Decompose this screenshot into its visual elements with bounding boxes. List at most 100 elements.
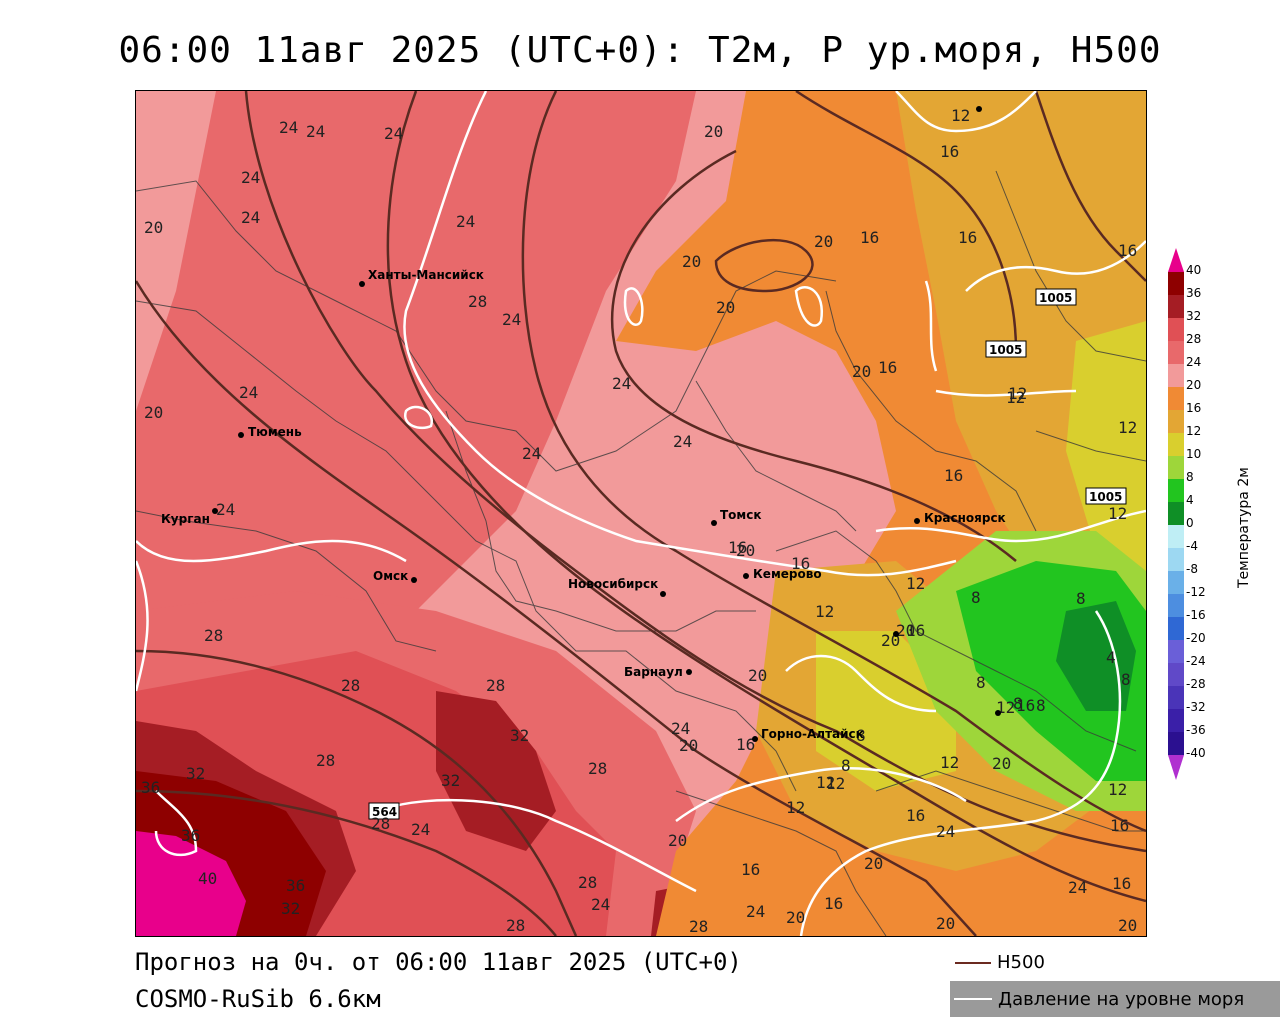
city-kemerovo: Кемерово <box>753 567 822 581</box>
colorbar-tick: 10 <box>1186 447 1202 461</box>
svg-text:12: 12 <box>906 574 925 593</box>
colorbar-tick: 32 <box>1186 309 1202 323</box>
colorbar-tick: -16 <box>1186 608 1206 622</box>
svg-text:24: 24 <box>591 895 610 914</box>
svg-text:20: 20 <box>679 736 698 755</box>
colorbar-title: Температура 2м <box>1236 467 1252 588</box>
colorbar-tick: -8 <box>1186 562 1198 576</box>
legend-pressure: Давление на уровне моря <box>950 981 1280 1017</box>
legend-h500-label: H500 <box>997 952 1045 973</box>
svg-text:16: 16 <box>958 228 977 247</box>
svg-text:24: 24 <box>239 383 258 402</box>
colorbar-tick: 8 <box>1186 470 1194 484</box>
svg-text:28: 28 <box>341 676 360 695</box>
svg-text:16: 16 <box>791 554 810 573</box>
temp-zone-10-12 <box>1066 321 1146 611</box>
city-khanty-mansiysk: Ханты-Мансийск <box>368 268 484 282</box>
svg-text:16: 16 <box>1110 816 1129 835</box>
svg-text:24: 24 <box>936 822 955 841</box>
svg-text:36: 36 <box>286 876 305 895</box>
svg-text:12: 12 <box>1108 504 1127 523</box>
svg-text:12: 12 <box>786 798 805 817</box>
temp-zone-40-plus <box>136 831 246 936</box>
svg-text:16: 16 <box>1118 241 1137 260</box>
svg-text:28: 28 <box>588 759 607 778</box>
svg-text:12: 12 <box>940 753 959 772</box>
temp-zone-12-16 <box>896 91 1146 651</box>
svg-text:8: 8 <box>971 588 981 607</box>
colorbar-tick: 4 <box>1186 493 1194 507</box>
city-omsk: Омск <box>373 569 408 583</box>
temp-zone-0-4 <box>1056 601 1136 711</box>
temperature-colorbar <box>1168 248 1184 780</box>
svg-text:8: 8 <box>1121 670 1131 689</box>
svg-text:24: 24 <box>456 212 475 231</box>
colorbar-tick: 20 <box>1186 378 1202 392</box>
svg-text:16: 16 <box>736 735 755 754</box>
svg-text:24: 24 <box>384 124 403 143</box>
svg-text:20: 20 <box>896 621 915 640</box>
pressure-line-swatch <box>954 998 992 1000</box>
svg-text:32: 32 <box>281 899 300 918</box>
isobar-label: 1005 <box>1039 291 1072 305</box>
svg-text:24: 24 <box>671 719 690 738</box>
svg-text:16: 16 <box>906 806 925 825</box>
svg-text:16: 16 <box>940 142 959 161</box>
svg-text:32: 32 <box>186 764 205 783</box>
colorbar-tick: -12 <box>1186 585 1206 599</box>
colorbar-tick: 24 <box>1186 355 1202 369</box>
svg-text:24: 24 <box>216 500 235 519</box>
svg-text:16: 16 <box>944 466 963 485</box>
svg-text:20: 20 <box>144 403 163 422</box>
colorbar-tick: 16 <box>1186 401 1202 415</box>
svg-text:20: 20 <box>814 232 833 251</box>
svg-text:24: 24 <box>502 310 521 329</box>
city-kurgan: Курган <box>161 512 210 526</box>
model-name: COSMO-RuSib 6.6км <box>135 985 381 1013</box>
svg-text:24: 24 <box>612 374 631 393</box>
colorbar-tick: 36 <box>1186 286 1202 300</box>
svg-text:8: 8 <box>1076 589 1086 608</box>
svg-text:20: 20 <box>716 298 735 317</box>
svg-text:28: 28 <box>689 917 708 936</box>
svg-text:16: 16 <box>878 358 897 377</box>
colorbar-tick: -20 <box>1186 631 1206 645</box>
colorbar-tick: -28 <box>1186 677 1206 691</box>
svg-text:24: 24 <box>306 122 325 141</box>
svg-text:4: 4 <box>1106 648 1116 667</box>
city-gorno-altaysk: Горно-Алтайск <box>761 727 864 741</box>
svg-text:8: 8 <box>1013 694 1023 713</box>
svg-text:12: 12 <box>815 602 834 621</box>
city-tomsk: Томск <box>720 508 762 522</box>
city-tyumen: Тюмень <box>248 425 302 439</box>
svg-text:12: 12 <box>1006 388 1025 407</box>
svg-text:20: 20 <box>748 666 767 685</box>
svg-text:20: 20 <box>1118 916 1137 935</box>
svg-text:24: 24 <box>673 432 692 451</box>
svg-text:12: 12 <box>816 773 835 792</box>
svg-text:12: 12 <box>826 774 845 793</box>
isobar-label: 1005 <box>1089 490 1122 504</box>
city-novosibirsk: Новосибирск <box>568 577 658 591</box>
svg-text:8: 8 <box>1036 696 1046 715</box>
map-title: 06:00 11авг 2025 (UTC+0): Т2м, Р ур.моря… <box>118 30 1162 71</box>
svg-text:16: 16 <box>906 621 925 640</box>
colorbar-tick: 28 <box>1186 332 1202 346</box>
svg-text:28: 28 <box>468 292 487 311</box>
svg-text:16: 16 <box>728 538 747 557</box>
svg-text:20: 20 <box>786 908 805 927</box>
svg-text:8: 8 <box>841 756 851 775</box>
svg-text:28: 28 <box>486 676 505 695</box>
svg-text:36: 36 <box>181 826 200 845</box>
forecast-info: Прогноз на 0ч. от 06:00 11авг 2025 (UTC+… <box>135 948 742 976</box>
svg-text:28: 28 <box>578 873 597 892</box>
svg-text:12: 12 <box>1118 418 1137 437</box>
city-markers: Ханты-Мансийск Тюмень Курган Омск Новоси… <box>161 106 1006 742</box>
svg-text:28: 28 <box>371 814 390 833</box>
svg-text:24: 24 <box>279 118 298 137</box>
svg-text:20: 20 <box>992 754 1011 773</box>
svg-text:24: 24 <box>241 168 260 187</box>
svg-text:20: 20 <box>936 914 955 933</box>
svg-text:24: 24 <box>411 820 430 839</box>
svg-text:16: 16 <box>1016 696 1035 715</box>
